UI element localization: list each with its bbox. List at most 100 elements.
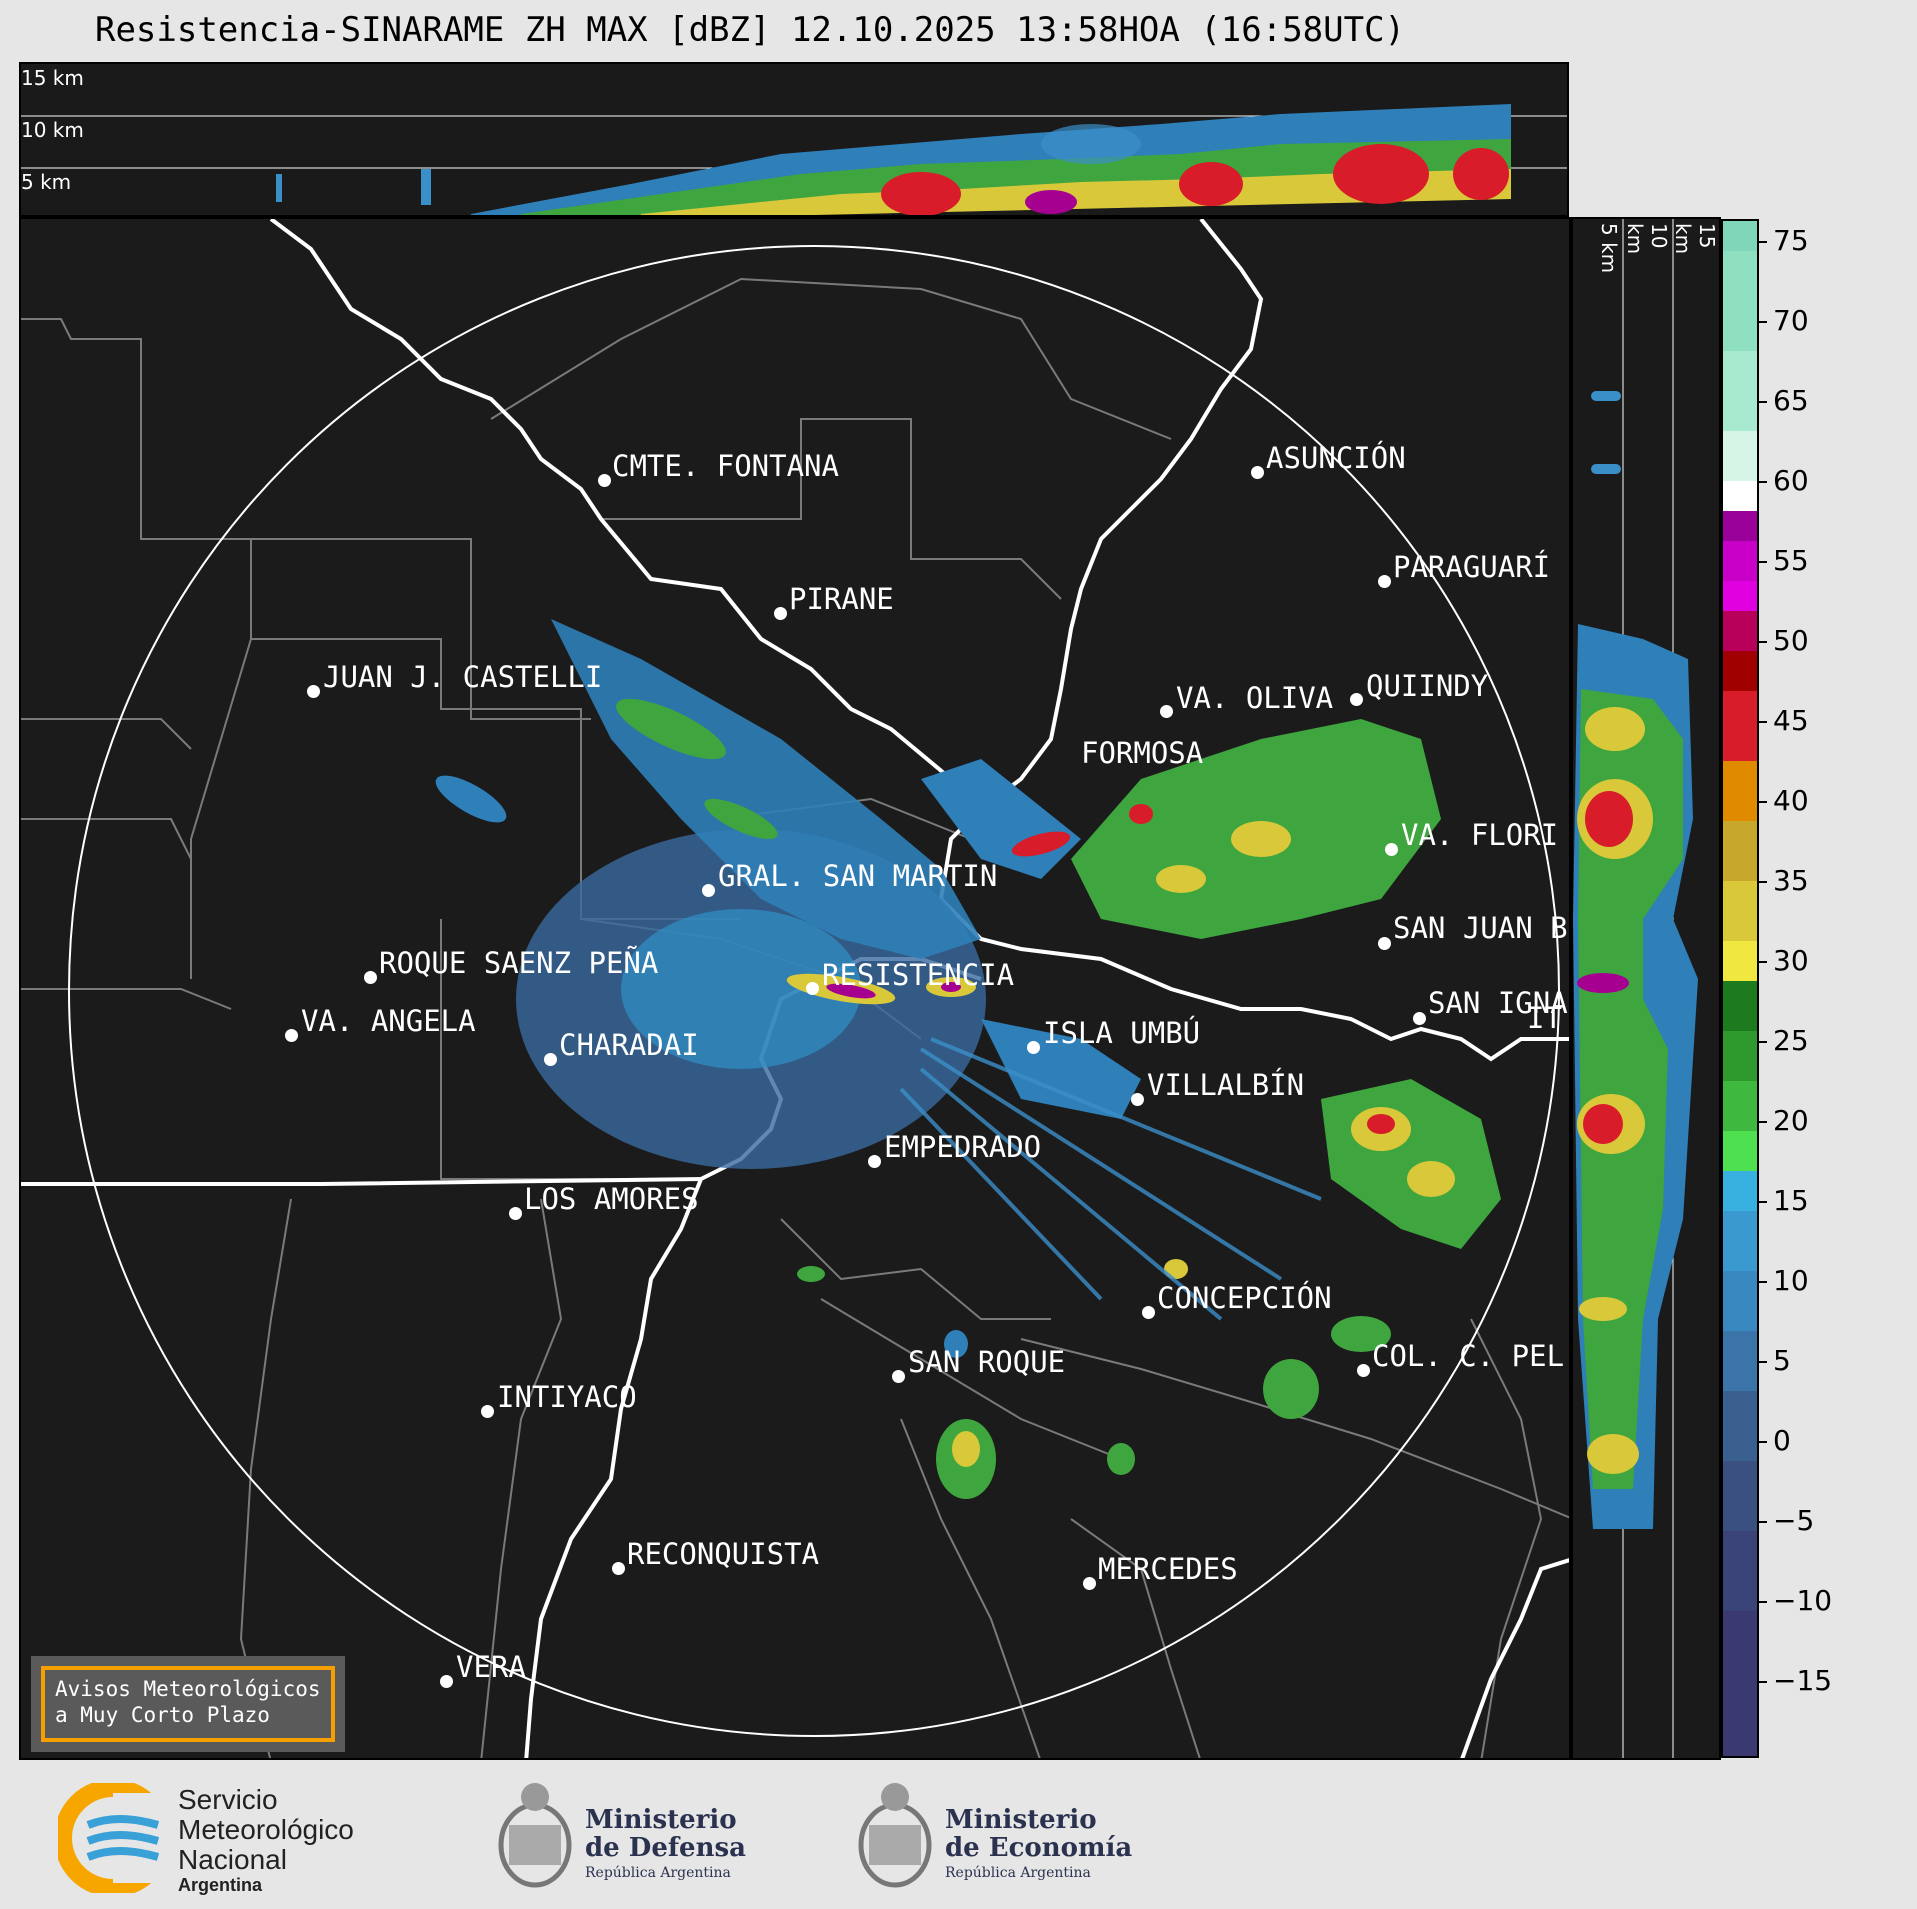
city-label: ASUNCIÓN	[1266, 441, 1406, 475]
city-marker	[509, 1207, 522, 1220]
colorbar-tick: 45	[1759, 704, 1809, 737]
national-seal-icon	[498, 1783, 572, 1888]
map-title: Resistencia-SINARAME ZH MAX [dBZ] 12.10.…	[94, 10, 1406, 50]
colorbar-tick: 60	[1759, 464, 1809, 497]
colorbar-tick: −5	[1759, 1504, 1814, 1537]
smn-logo-icon	[58, 1783, 168, 1893]
side-xs-label-15km: 15 km	[1671, 223, 1719, 255]
city-marker	[1131, 1093, 1144, 1106]
colorbar-tick: 20	[1759, 1104, 1809, 1137]
radar-map-layer	[21, 219, 1569, 1758]
city-marker	[1251, 466, 1264, 479]
city-label: VERA	[456, 1650, 526, 1684]
smn-line-1: Servicio	[178, 1784, 278, 1815]
city-marker-resistencia	[806, 982, 819, 995]
city-marker	[892, 1370, 905, 1383]
colorbar-tick: −10	[1759, 1584, 1832, 1617]
colorbar-tick: 70	[1759, 304, 1809, 337]
city-marker	[440, 1675, 453, 1688]
top-cross-section-echoes	[21, 104, 1567, 215]
city-marker	[544, 1053, 557, 1066]
top-xs-label-10km: 10 km	[21, 118, 84, 142]
smn-line-3: Nacional	[178, 1844, 287, 1875]
colorbar-tick: 35	[1759, 864, 1809, 897]
colorbar	[1721, 219, 1759, 1758]
city-label: INTIYACO	[497, 1380, 637, 1414]
city-label: QUIINDY	[1366, 669, 1489, 703]
city-marker	[1142, 1306, 1155, 1319]
city-marker	[1385, 843, 1398, 856]
colorbar-tick: −15	[1759, 1664, 1832, 1697]
city-label: SAN IGNA	[1428, 986, 1568, 1020]
defensa-line-2: de Defensa	[585, 1833, 746, 1863]
city-marker	[307, 685, 320, 698]
city-marker	[1413, 1012, 1426, 1025]
side-cross-section: 5 km 10 km 15 km	[1571, 217, 1721, 1760]
economia-line-2: de Economía	[945, 1833, 1133, 1863]
side-xs-label-10km: 10 km	[1623, 223, 1671, 255]
city-label: VILLALBÍN	[1147, 1068, 1305, 1102]
city-marker	[612, 1562, 625, 1575]
economia-logo: Ministerio de Economía República Argenti…	[855, 1775, 1135, 1900]
colorbar-tick: 5	[1759, 1344, 1791, 1377]
city-label: COL. C. PEL	[1372, 1339, 1565, 1373]
city-label: RECONQUISTA	[627, 1537, 820, 1571]
smn-logo: Servicio Meteorológico Nacional Argentin…	[58, 1783, 398, 1896]
notice-box[interactable]: Avisos Meteorológicos a Muy Corto Plazo	[31, 1656, 345, 1752]
colorbar-tick: 50	[1759, 624, 1809, 657]
smn-line-4: Argentina	[178, 1875, 263, 1895]
city-marker	[1027, 1041, 1040, 1054]
economia-line-1: Ministerio	[945, 1805, 1097, 1835]
city-marker	[868, 1155, 881, 1168]
city-label: FORMOSA	[1081, 736, 1204, 770]
notice-line-1: Avisos Meteorológicos	[55, 1677, 321, 1701]
colorbar-ticks: 75 70 65 60 55 50 45 40 35 30 25 20 15 1…	[1759, 219, 1859, 1758]
colorbar-tick: 75	[1759, 224, 1809, 257]
notice-line-2: a Muy Corto Plazo	[55, 1703, 270, 1727]
radar-echoes	[435, 619, 1501, 1499]
city-label: VA. ANGELA	[301, 1004, 476, 1038]
city-label: SAN JUAN B	[1393, 911, 1568, 945]
city-label: IT	[1527, 1001, 1562, 1035]
colorbar-tick: 30	[1759, 944, 1809, 977]
city-label: VA. FLORI	[1401, 818, 1559, 852]
city-marker	[1357, 1364, 1370, 1377]
smn-line-2: Meteorológico	[178, 1814, 354, 1845]
side-cross-section-echoes	[1573, 219, 1698, 1758]
city-label: CHARADAI	[559, 1028, 699, 1062]
city-label: GRAL. SAN MARTIN	[718, 859, 998, 893]
national-seal-icon	[858, 1783, 932, 1888]
city-label: ROQUE SAENZ PEÑA	[379, 946, 659, 980]
defensa-line-1: Ministerio	[585, 1805, 737, 1835]
city-label: PARAGUARÍ	[1393, 550, 1551, 584]
notice-frame: Avisos Meteorológicos a Muy Corto Plazo	[41, 1666, 335, 1742]
city-label: EMPEDRADO	[884, 1130, 1042, 1164]
colorbar-tick: 40	[1759, 784, 1809, 817]
city-marker	[1160, 705, 1173, 718]
smn-logo-text: Servicio Meteorológico Nacional Argentin…	[178, 1784, 354, 1896]
city-label: CMTE. FONTANA	[612, 449, 839, 483]
city-marker	[1378, 575, 1391, 588]
top-cross-section: 15 km 10 km 5 km	[19, 62, 1569, 217]
city-marker	[774, 607, 787, 620]
city-label: SAN ROQUE	[908, 1345, 1066, 1379]
colorbar-gradient	[1723, 221, 1757, 1756]
defensa-logo: Ministerio de Defensa República Argentin…	[495, 1775, 755, 1900]
city-label: ISLA UMBÚ	[1043, 1016, 1201, 1050]
defensa-line-3: República Argentina	[585, 1865, 731, 1881]
city-label: RESISTENCIA	[822, 958, 1015, 992]
city-marker	[364, 971, 377, 984]
colorbar-tick: 55	[1759, 544, 1809, 577]
city-marker	[481, 1405, 494, 1418]
city-label: VA. OLIVA	[1176, 681, 1334, 715]
top-xs-label-15km: 15 km	[21, 66, 84, 90]
city-marker	[1350, 693, 1363, 706]
economia-line-3: República Argentina	[945, 1865, 1091, 1881]
colorbar-tick: 25	[1759, 1024, 1809, 1057]
city-label: JUAN J. CASTELLI	[323, 660, 603, 694]
city-label: PIRANE	[789, 582, 894, 616]
colorbar-tick: 10	[1759, 1264, 1809, 1297]
colorbar-tick: 65	[1759, 384, 1809, 417]
city-marker	[1083, 1577, 1096, 1590]
colorbar-tick: 15	[1759, 1184, 1809, 1217]
